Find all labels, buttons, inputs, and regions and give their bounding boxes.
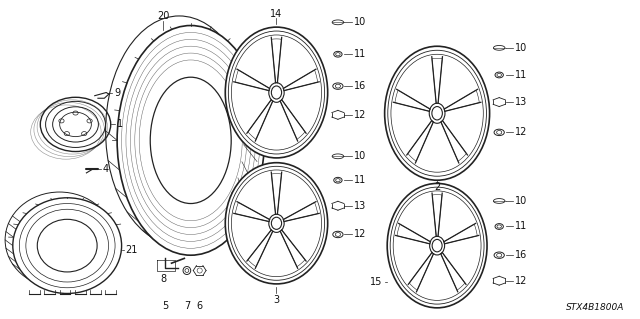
Text: 8: 8	[161, 274, 167, 284]
Text: 20: 20	[157, 11, 170, 21]
Text: 15: 15	[371, 277, 383, 287]
Polygon shape	[395, 90, 430, 111]
Ellipse shape	[13, 198, 122, 293]
Polygon shape	[236, 202, 269, 222]
Polygon shape	[248, 100, 273, 139]
Polygon shape	[280, 100, 305, 139]
Polygon shape	[409, 252, 433, 290]
Polygon shape	[408, 121, 433, 161]
Text: 6: 6	[196, 301, 203, 311]
Text: 12: 12	[515, 276, 527, 286]
Polygon shape	[271, 174, 282, 214]
Polygon shape	[441, 121, 467, 161]
Text: 4: 4	[102, 164, 109, 174]
Text: 1: 1	[117, 119, 124, 130]
Text: 13: 13	[354, 201, 366, 211]
Polygon shape	[236, 70, 269, 91]
Polygon shape	[248, 230, 273, 267]
Polygon shape	[271, 39, 282, 83]
Polygon shape	[444, 224, 477, 244]
Text: 16: 16	[354, 81, 366, 91]
Ellipse shape	[387, 183, 487, 308]
Polygon shape	[444, 90, 479, 111]
Text: 10: 10	[515, 196, 527, 206]
Polygon shape	[432, 195, 442, 236]
Text: 11: 11	[354, 49, 366, 59]
Ellipse shape	[225, 27, 328, 158]
Ellipse shape	[225, 163, 328, 284]
Text: 2: 2	[434, 182, 440, 192]
Text: 10: 10	[354, 17, 366, 27]
Ellipse shape	[150, 77, 231, 204]
Ellipse shape	[385, 46, 490, 180]
Text: 5: 5	[162, 301, 168, 311]
Polygon shape	[284, 202, 317, 222]
Text: 10: 10	[354, 151, 366, 161]
Text: 12: 12	[354, 110, 366, 120]
Polygon shape	[280, 230, 305, 267]
Text: 11: 11	[354, 175, 366, 185]
Text: 16: 16	[515, 250, 527, 260]
Text: 12: 12	[515, 127, 527, 137]
Polygon shape	[284, 70, 317, 91]
Text: 21: 21	[125, 245, 137, 256]
Text: 7: 7	[184, 301, 190, 311]
Text: 11: 11	[515, 70, 527, 80]
Text: STX4B1800A: STX4B1800A	[566, 303, 624, 312]
Text: 12: 12	[354, 229, 366, 240]
Polygon shape	[432, 58, 442, 103]
Text: 11: 11	[515, 221, 527, 232]
Text: 10: 10	[515, 43, 527, 53]
Text: 3: 3	[273, 295, 280, 305]
Text: 14: 14	[270, 9, 283, 19]
Ellipse shape	[37, 219, 97, 272]
Ellipse shape	[117, 26, 264, 255]
Polygon shape	[397, 224, 430, 244]
Text: 9: 9	[114, 87, 120, 98]
Text: 13: 13	[515, 97, 527, 107]
Polygon shape	[441, 252, 465, 290]
